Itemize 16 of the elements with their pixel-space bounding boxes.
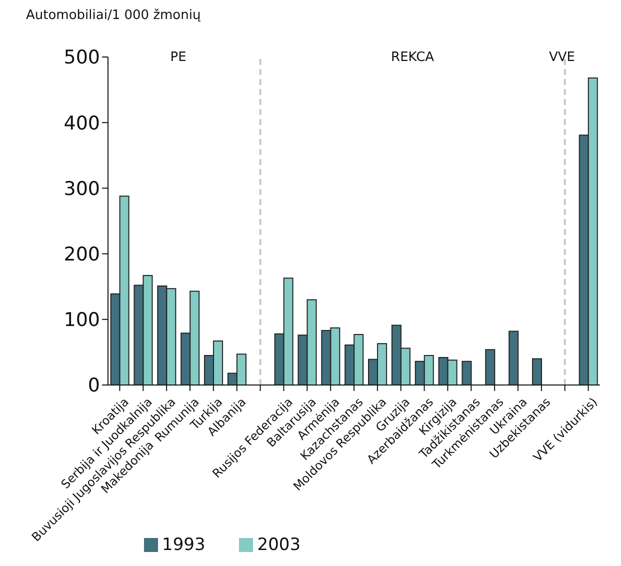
y-axis-title: Automobiliai/1 000 žmonių — [26, 8, 201, 23]
y-tick-label: 400 — [64, 112, 100, 134]
annotation: PE — [169, 50, 188, 65]
legend-label: 2003 — [257, 535, 301, 555]
y-tick-label: 200 — [64, 244, 100, 266]
annotation: REKCA — [390, 50, 436, 65]
bar — [532, 358, 542, 385]
y-tick-label: 100 — [64, 309, 100, 332]
bar — [462, 360, 472, 385]
y-tick-label: 300 — [64, 178, 100, 200]
bar — [508, 330, 519, 385]
y-tick-label: 0 — [88, 374, 100, 397]
annotation: VVE — [548, 50, 576, 65]
bar — [485, 349, 496, 385]
legend-label: 1993 — [162, 535, 206, 555]
y-tick-label: 500 — [64, 46, 100, 69]
